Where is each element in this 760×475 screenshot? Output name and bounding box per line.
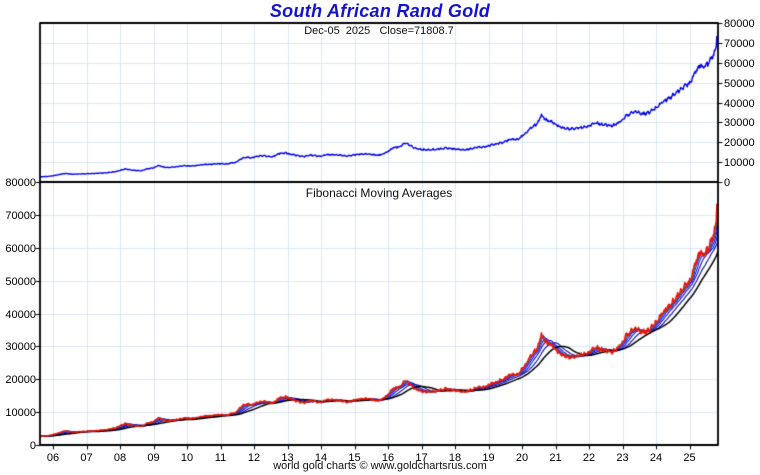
bottom-panel-y-tick-label: 50000 <box>5 275 36 288</box>
x-axis-year-tick-label: 25 <box>683 452 696 464</box>
x-axis-year-tick-label: 19 <box>482 452 495 464</box>
x-axis-year-tick-label: 18 <box>448 452 462 464</box>
x-axis-year-tick-label: 10 <box>180 452 194 464</box>
x-axis-year-tick-label: 23 <box>616 452 629 464</box>
bottom-panel-y-tick-label: 80000 <box>5 177 36 189</box>
bottom-panel-y-tick-label: 30000 <box>5 341 36 354</box>
bottom-panel-y-tick-label: 70000 <box>5 209 36 222</box>
x-axis-year-tick-label: 08 <box>113 452 127 464</box>
x-axis-year-tick-label: 13 <box>281 452 294 464</box>
bottom-panel-y-tick-label: 20000 <box>5 374 36 387</box>
x-axis-year-tick-label: 15 <box>348 452 361 464</box>
x-axis-year-tick-label: 22 <box>582 452 596 464</box>
bottom-panel-y-tick-label: 10000 <box>5 407 36 420</box>
top-panel-y-tick-label: 70000 <box>724 37 755 50</box>
x-axis-year-tick-label: 21 <box>549 452 562 464</box>
x-axis-year-tick-label: 09 <box>147 452 160 464</box>
x-axis-year-tick-label: 14 <box>314 452 328 464</box>
page-title: South African Rand Gold <box>269 1 491 21</box>
x-axis-year-tick-label: 11 <box>214 452 227 464</box>
bottom-panel-y-tick-label: 40000 <box>5 308 36 321</box>
bottom-panel-y-tick-label: 0 <box>29 440 36 452</box>
x-axis-year-tick-label: 12 <box>247 452 261 464</box>
x-axis-year-tick-label: 16 <box>381 452 395 464</box>
footer-credit: world gold charts © www.goldchartsrus.co… <box>273 460 487 472</box>
top-panel-y-tick-label: 30000 <box>724 117 755 130</box>
x-axis-year-tick-label: 06 <box>46 452 60 464</box>
top-panel-y-tick-label: 60000 <box>724 57 755 70</box>
top-panel-y-tick-label: 10000 <box>724 157 755 170</box>
bottom-panel-y-tick-label: 60000 <box>5 242 36 255</box>
x-axis-year-tick-label: 07 <box>80 452 93 464</box>
bottom-panel-title: Fibonacci Moving Averages <box>305 186 453 200</box>
chart-subtitle-close-value: Dec-05 2025 Close=71808.7 <box>304 25 454 37</box>
x-axis-year-tick-label: 17 <box>415 452 428 464</box>
x-axis-year-tick-label: 20 <box>515 452 529 464</box>
top-panel-y-tick-label: 80000 <box>724 18 755 30</box>
top-panel-y-tick-label: 40000 <box>724 97 755 110</box>
x-axis-year-tick-label: 24 <box>649 452 663 464</box>
top-panel-y-tick-label: 50000 <box>724 77 755 90</box>
top-panel-y-tick-label: 20000 <box>724 137 755 150</box>
top-panel-y-tick-label: 0 <box>724 177 731 189</box>
